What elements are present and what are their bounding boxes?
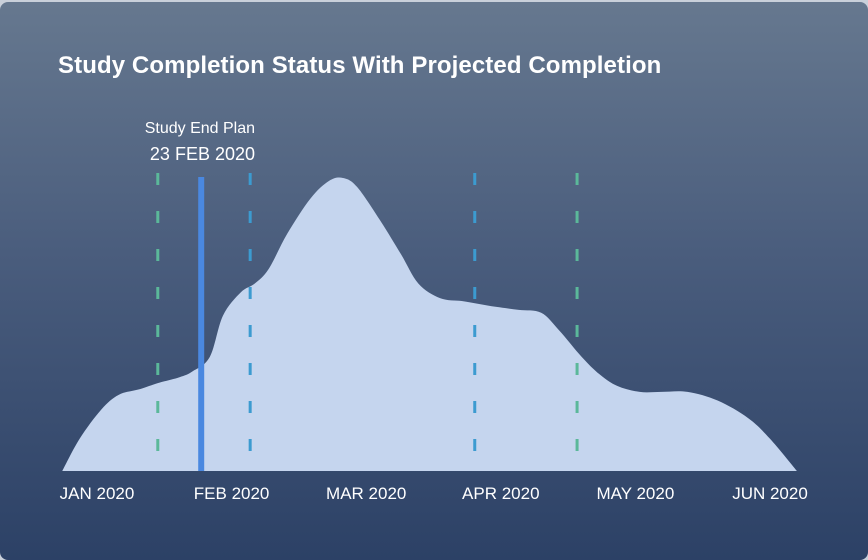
x-tick-label: APR 2020: [462, 484, 540, 503]
x-tick-label: JAN 2020: [60, 484, 135, 503]
x-tick-label: MAY 2020: [596, 484, 674, 503]
x-tick-label: MAR 2020: [326, 484, 406, 503]
completion-area: [62, 177, 797, 471]
chart-title: Study Completion Status With Projected C…: [58, 52, 662, 79]
x-tick-label: FEB 2020: [194, 484, 270, 503]
annotation-label: Study End Plan: [145, 120, 255, 137]
annotation-date: 23 FEB 2020: [150, 144, 255, 164]
x-tick-label: JUN 2020: [732, 484, 808, 503]
